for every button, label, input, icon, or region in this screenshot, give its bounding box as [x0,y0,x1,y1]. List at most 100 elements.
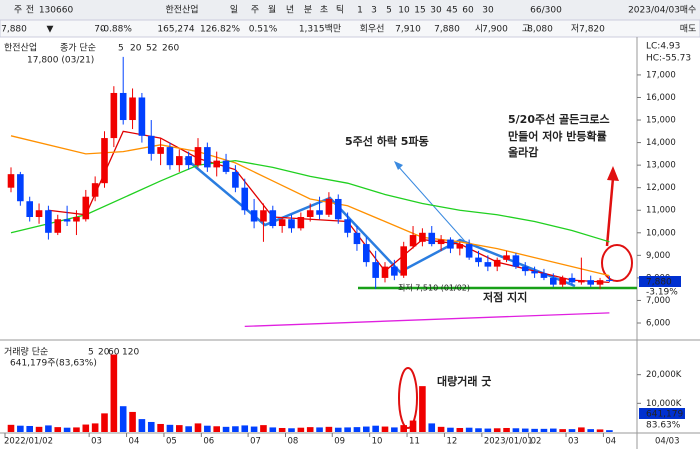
volume-bar [73,427,80,432]
volume-bar [503,427,510,432]
volume-bar [428,423,436,432]
toolbar-top [0,0,700,20]
toolbar-item: 주 [251,5,259,16]
candle-body [465,244,473,258]
toolbar-item: 130660 [39,6,74,16]
quote-item: ▼ [47,25,54,35]
candle-body [278,219,286,227]
legend-item: 260 [162,44,179,54]
x-tick-label: 04 [129,437,140,447]
candle-body [166,147,174,166]
volume-bar [334,427,342,432]
volume-bar [7,424,15,432]
candle-body [521,266,529,272]
y-tick-label: 9,000 [646,251,670,261]
candle-body [185,156,192,166]
volume-bar [222,426,230,432]
candle-body [419,232,426,242]
quote-item: 고 [522,25,530,35]
legend: 종가 단순 [60,43,96,54]
highlight-volume [398,367,418,429]
volume-bar [419,386,426,432]
last-box [639,276,681,287]
candle-body [353,232,361,245]
volume-legend-item: 20 [98,348,110,358]
candle-body [147,135,155,154]
volume-bar [269,427,277,432]
y-tick-label: 10,000 [646,228,676,238]
y-tick-label: 12,000 [646,183,676,193]
candle-body [138,97,146,136]
volume-bar [606,430,613,432]
x-tick-label: 2023/01/01 [484,437,533,447]
candle-body [73,217,80,222]
quote-item: 매도 [680,24,697,35]
volume-bar [475,428,482,432]
volume-bar [166,424,174,432]
annotation: 대량거래 굿 [437,374,491,388]
volume-bar [35,426,43,432]
quote-item: 7,820 [579,25,605,35]
quote-item: 7,910 [395,25,421,35]
candle-body [568,277,576,283]
toolbar-item: 년 [286,5,294,16]
candle-body [391,266,398,276]
candle-body [587,280,594,285]
volume-bar [437,426,445,432]
candle-body [297,217,305,229]
change-label: -3.19% [646,288,678,298]
quote-item: 저 [571,24,579,35]
candle-body [260,210,267,222]
toolbar-item: 월 [268,4,276,16]
x-tick-label: 02 [531,437,542,447]
quote-item: 7,880 [1,25,27,35]
candle-body [232,171,239,188]
quote-item: 1,315백만 [299,24,341,35]
volume-bar [26,425,33,432]
volume-bar [409,420,417,432]
candle-body [363,244,370,263]
volume-bar [45,425,52,432]
annotation: 저점 지지 [483,290,527,304]
annotation: 5/20주선 골든크로스 [508,112,610,126]
candle-body [157,147,164,154]
volume-bar [17,425,24,432]
quote-item: 0.51% [249,25,278,35]
candle-body [17,174,24,202]
candle-body [428,232,436,245]
quote-item: 8,080 [527,25,553,35]
volume-bar [456,427,464,432]
volume-bar [157,423,164,432]
y-tick-label: 15,000 [646,116,676,126]
x-tick-label: 10 [372,437,383,447]
volume-bar [344,427,351,432]
volume-bar [531,428,538,432]
x-tick-label: 12 [446,437,457,447]
toolbar-item: 60 [462,6,474,16]
toolbar-item: 초 [320,5,328,16]
candle-body [503,255,510,260]
toolbar-item: 전 [26,5,34,16]
candle-body [606,279,613,281]
volume-bar [578,427,585,432]
candle-body [484,262,492,267]
volume-bar [493,428,501,432]
ma-line [10,159,610,243]
candle-body [91,183,99,197]
volume-bar [521,428,529,432]
lc-label: LC:4.93 [646,42,680,52]
volume-bar [596,429,604,432]
high-label: 17,800 (03/21) [27,56,94,66]
legend-item: 20 [130,44,142,54]
volume-bar [260,425,267,432]
toolbar-item: 일 [230,5,238,16]
legend-item: 52 [146,44,157,54]
toolbar-item: 5 [386,6,392,16]
title: 한전산업 [4,43,37,54]
candle-body [288,219,295,229]
volume-bar [288,428,295,432]
volume-bar [119,406,127,432]
x-tick-label: 06 [203,437,214,447]
y-tick-label: 14,000 [646,138,676,148]
volume-bar [101,413,108,432]
